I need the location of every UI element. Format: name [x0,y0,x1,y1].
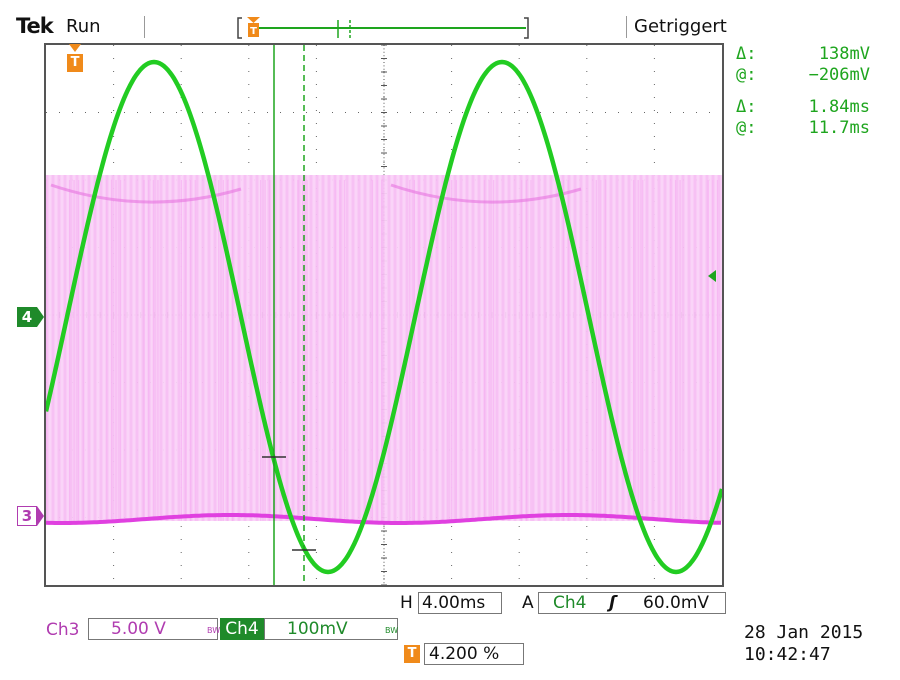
horizontal-label: H [400,593,413,613]
timestamp: 28 Jan 2015 10:42:47 [744,622,863,666]
ch3-label: Ch3 [46,620,80,640]
ch4-label[interactable]: Ch4 [220,618,264,640]
brand-logo: Tek [16,14,54,38]
waveform-canvas [46,45,722,585]
ch4-scale-readout[interactable]: 100mV BW [264,618,398,640]
ch3-scale: 5.00 V [111,619,166,639]
trigger-slope-icon: ʃ [609,593,617,613]
horizontal-scale-readout[interactable]: 4.00ms [418,592,502,614]
cursor-voltage-value: −206mV [808,65,870,85]
top-separator [626,16,627,38]
trigger-source: Ch4 [553,593,587,613]
record-position-bar[interactable]: T [236,14,536,44]
ch4-sine [46,59,722,575]
delta-time-value: 1.84ms [808,97,870,117]
ch4-marker-arrow [37,307,44,327]
acquisition-mode: A [522,593,534,613]
noise-bump [390,183,582,204]
trigger-position-icon: T [404,645,420,663]
ch3-baseline [46,513,722,525]
cursor-lines[interactable] [262,45,316,585]
trigger-status: Getriggert [634,16,727,37]
ch4-ground-marker[interactable]: 4 [17,307,37,327]
ch4-trace [46,59,722,575]
delta-time-label: Δ: [736,97,757,117]
top-separator [144,16,145,38]
trigger-settings-readout[interactable]: Ch4 ʃ 60.0mV [538,592,726,614]
trigger-position-arrow [69,44,81,52]
cursor-time-value: 11.7ms [808,118,870,138]
delta-voltage-value: 138mV [818,44,870,64]
time: 10:42:47 [744,644,831,665]
ch3-bw-limit-icon: BW [207,626,221,635]
ch4-bw-limit-icon: BW [385,626,399,635]
trigger-level: 60.0mV [643,593,710,613]
noise-bump [50,183,242,204]
delta-voltage-label: Δ: [736,44,757,64]
ch3-noise-band [46,175,722,521]
trigger-position-readout[interactable]: 4.200 % [424,643,524,665]
cursor-time-label: @: [736,118,757,138]
svg-text:T: T [250,26,257,37]
acquisition-state: Run [66,16,101,37]
ch3-trace [46,513,722,525]
ch4-scale: 100mV [287,619,348,639]
trigger-level-arrow[interactable] [708,270,716,282]
trigger-position-marker[interactable]: T [67,54,83,72]
cursor-voltage-label: @: [736,65,757,85]
ch3-ground-marker[interactable]: 3 [17,506,37,526]
date: 28 Jan 2015 [744,622,864,643]
noise-fill [46,175,722,521]
ch3-scale-readout[interactable]: 5.00 V BW [88,618,221,640]
ch3-marker-arrow [37,506,44,526]
waveform-display[interactable] [44,43,724,587]
